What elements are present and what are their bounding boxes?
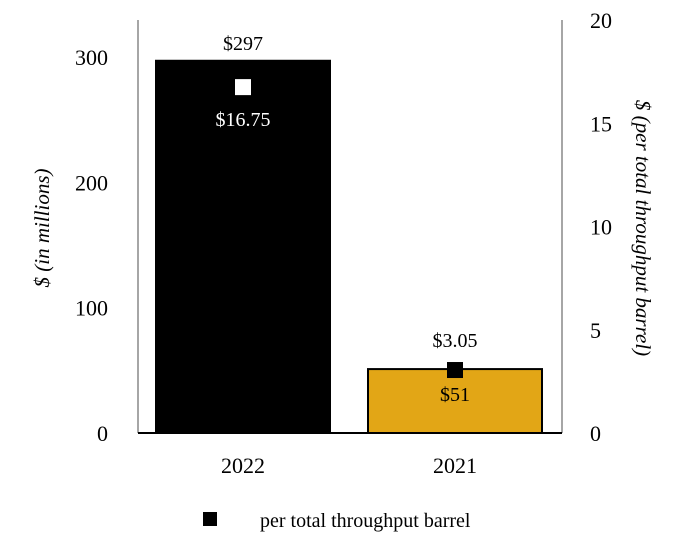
y-tick-right-0: 0 [590,421,601,446]
markers-layer [235,79,463,379]
y-tick-right-10: 10 [590,215,612,240]
marker-2022 [235,79,251,96]
y-tick-right-20: 20 [590,8,612,33]
bar-value-label-2022: $297 [223,33,263,55]
labels-layer: 0 100 200 300 0 5 10 15 20 2022 2021 $297 $51 $16.75 $… [75,8,612,478]
marker-value-label-2021: $3.05 [433,330,478,352]
y-axis-title-left: $ (in millions) [30,168,54,287]
legend-marker [203,512,217,526]
y-tick-left-100: 100 [75,296,108,321]
marker-value-label-2022: $16.75 [216,109,271,131]
x-tick-2022: 2022 [221,453,265,478]
y-tick-left-300: 300 [75,45,108,70]
legend-label: per total throughput barrel [260,510,471,532]
y-tick-left-0: 0 [97,421,108,446]
y-tick-right-15: 15 [590,111,612,136]
bars-layer [155,59,543,434]
bar-2021 [367,368,543,434]
legend: per total throughput barrel [203,510,471,532]
marker-2021 [447,362,463,379]
x-tick-2021: 2021 [433,453,477,478]
y-axis-title-right: $ (per total throughput barrel) [631,100,655,356]
bar-value-label-2021: $51 [440,384,470,406]
y-tick-left-200: 200 [75,170,108,195]
bar-2022 [155,59,331,434]
y-tick-right-5: 5 [590,318,601,343]
axes-layer [137,20,563,434]
